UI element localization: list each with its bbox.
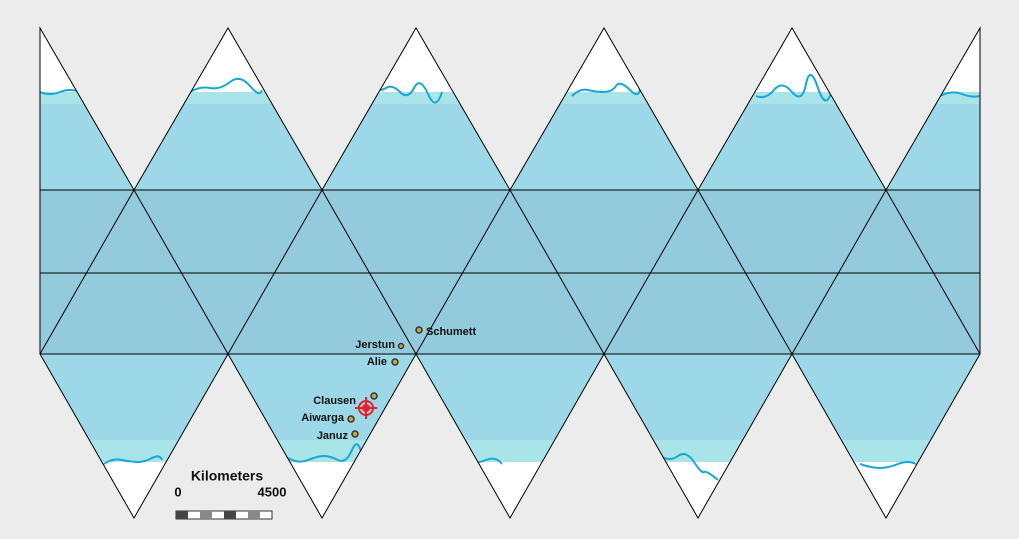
- scale-title: Kilometers: [191, 468, 264, 484]
- place-label: Januz: [317, 430, 349, 442]
- place-label: Jerstun: [355, 339, 395, 351]
- town-marker: [415, 326, 423, 334]
- place-label: Schumett: [426, 326, 476, 338]
- scale-max: 4500: [258, 484, 287, 499]
- scale-min: 0: [174, 484, 181, 499]
- place-label: Clausen: [313, 395, 356, 407]
- place-label: Alie: [367, 356, 387, 368]
- town-marker: [391, 358, 399, 366]
- town-marker: [397, 342, 405, 350]
- scale-bar: Kilometers 0 4500: [174, 468, 287, 520]
- globe-net-lines: [39, 26, 981, 520]
- place-label: Aiwarga: [301, 412, 345, 424]
- town-marker: [351, 430, 359, 438]
- town-marker: [370, 392, 378, 400]
- target-marker: [355, 397, 377, 419]
- town-marker: [347, 415, 355, 423]
- places: Schumett Jerstun Alie Clausen Aiwarga Ja…: [301, 326, 476, 442]
